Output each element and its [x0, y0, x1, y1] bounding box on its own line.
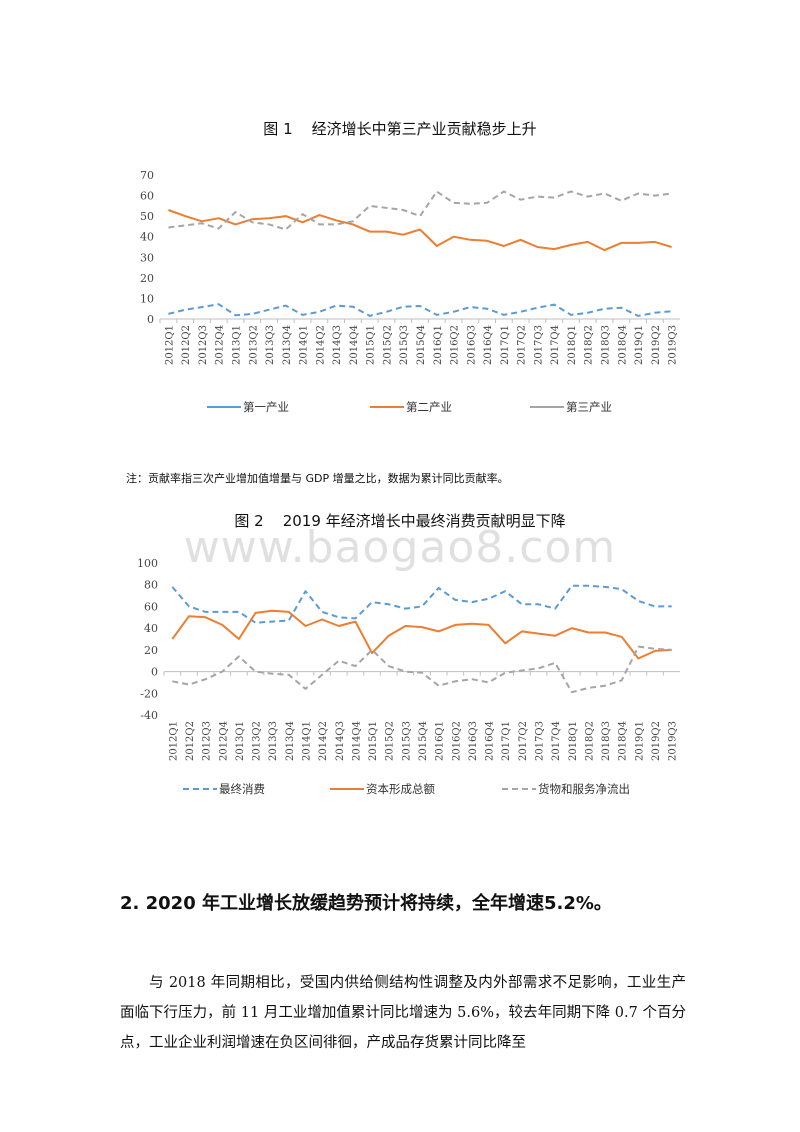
x-tick-label: 2013Q2 [248, 325, 259, 365]
x-tick-label: 2014Q4 [349, 325, 360, 365]
y-tick-label: 40 [144, 622, 158, 635]
figure-2-title: 图 2 2019 年经济增长中最终消费贡献明显下降 [234, 512, 566, 530]
x-tick-label: 2016Q1 [433, 325, 444, 365]
series-line-2 [171, 609, 672, 660]
y-tick-label: 60 [140, 190, 154, 203]
x-tick-label: 2019Q2 [651, 325, 662, 365]
x-tick-label: 2018Q4 [618, 721, 629, 761]
x-tick-label: 2012Q1 [168, 721, 179, 761]
x-tick-label: 2014Q2 [318, 721, 329, 761]
y-tick-label: 100 [137, 557, 158, 570]
x-tick-label: 2018Q1 [567, 325, 578, 365]
x-tick-label: 2012Q2 [181, 325, 192, 365]
x-tick-label: 2013Q3 [265, 325, 276, 365]
x-tick-label: 2016Q1 [435, 721, 446, 761]
x-tick-label: 2014Q1 [299, 325, 310, 365]
y-tick-label: 10 [140, 292, 154, 305]
x-tick-label: 2013Q1 [231, 325, 242, 365]
x-tick-label: 2016Q4 [485, 721, 496, 761]
x-tick-label: 2012Q2 [185, 721, 196, 761]
x-tick-label: 2014Q3 [332, 325, 343, 365]
legend-label-1: 最终消费 [219, 782, 265, 796]
x-tick-label: 2015Q2 [382, 325, 393, 365]
y-tick-label: 0 [151, 666, 158, 679]
y-tick-label: 20 [140, 272, 154, 285]
y-tick-label: 80 [144, 579, 158, 592]
y-tick-label: 60 [144, 600, 158, 613]
x-tick-label: 2012Q4 [215, 325, 226, 365]
x-tick-label: 2013Q1 [235, 721, 246, 761]
x-tick-label: 2015Q4 [418, 721, 429, 761]
x-tick-label: 2015Q1 [366, 325, 377, 365]
x-tick-label: 2019Q2 [651, 721, 662, 761]
x-tick-label: 2017Q4 [551, 721, 562, 761]
y-tick-label: -40 [140, 709, 158, 722]
x-tick-label: 2017Q3 [533, 325, 544, 365]
x-tick-label: 2019Q3 [668, 325, 679, 365]
x-tick-label: 2017Q2 [517, 325, 528, 365]
x-tick-label: 2019Q1 [634, 325, 645, 365]
body-paragraph: 与 2018 年同期相比，受国内供给侧结构性调整及内外部需求不足影响，工业生产面… [120, 975, 686, 1051]
y-tick-label: -20 [140, 687, 158, 700]
x-tick-label: 2018Q4 [617, 325, 628, 365]
x-tick-label: 2017Q1 [501, 721, 512, 761]
legend-label-3: 货物和服务净流出 [538, 782, 630, 796]
x-tick-label: 2014Q3 [335, 721, 346, 761]
x-tick-label: 2012Q1 [164, 325, 175, 365]
x-tick-label: 2014Q1 [301, 721, 312, 761]
x-tick-label: 2016Q2 [451, 721, 462, 761]
x-tick-label: 2018Q2 [584, 325, 595, 365]
x-tick-label: 2014Q4 [351, 721, 362, 761]
series-line-2 [168, 209, 672, 252]
figure-1-note: 注：贡献率指三次产业增加值增量与 GDP 增量之比，数据为累计同比贡献率。 [126, 472, 509, 485]
series-line-1 [171, 584, 672, 624]
legend-label-2: 第二产业 [406, 400, 452, 414]
x-tick-label: 2013Q4 [285, 721, 296, 761]
x-tick-label: 2018Q3 [601, 325, 612, 365]
x-tick-label: 2015Q3 [401, 721, 412, 761]
y-tick-label: 70 [140, 169, 154, 182]
x-tick-label: 2014Q2 [315, 325, 326, 365]
x-tick-label: 2017Q1 [500, 325, 511, 365]
x-tick-label: 2019Q1 [634, 721, 645, 761]
y-tick-label: 50 [140, 210, 154, 223]
x-tick-label: 2015Q2 [385, 721, 396, 761]
series-line-3 [172, 645, 672, 694]
legend-label-1: 第一产业 [243, 400, 289, 414]
x-tick-label: 2018Q1 [568, 721, 579, 761]
watermark: www.baogao8.com [183, 522, 617, 573]
legend-label-3: 第三产业 [566, 400, 612, 414]
x-tick-label: 2013Q3 [268, 721, 279, 761]
x-tick-label: 2012Q4 [218, 721, 229, 761]
x-tick-label: 2013Q2 [252, 721, 263, 761]
x-tick-label: 2017Q3 [535, 721, 546, 761]
x-tick-label: 2018Q3 [601, 721, 612, 761]
y-tick-label: 30 [140, 251, 154, 264]
legend-label-2: 资本形成总额 [366, 782, 435, 796]
figure-2-line-chart: -40 -20 0 20 40 60 80 100 2012Q1 2012Q2 2012Q3 2012… [137, 557, 680, 796]
x-tick-label: 2016Q3 [466, 325, 477, 365]
x-tick-label: 2015Q4 [416, 325, 427, 365]
series-line-1 [168, 303, 672, 317]
figure-1-line-chart: 0 10 20 30 40 50 60 70 2012Q1 2012Q2 2012Q3 2012Q4 2… [140, 169, 680, 414]
x-tick-label: 2018Q2 [584, 721, 595, 761]
x-tick-label: 2012Q3 [202, 721, 213, 761]
figure-1-title: 图 1 经济增长中第三产业贡献稳步上升 [263, 120, 537, 138]
x-tick-label: 2016Q3 [468, 721, 479, 761]
x-tick-label: 2019Q3 [668, 721, 679, 761]
y-tick-label: 20 [144, 644, 158, 657]
x-tick-label: 2013Q4 [282, 325, 293, 365]
x-tick-label: 2017Q4 [550, 325, 561, 365]
x-tick-label: 2016Q4 [483, 325, 494, 365]
y-tick-label: 0 [147, 313, 154, 326]
section-heading: 2. 2020 年工业增长放缓趋势预计将持续，全年增速5.2%。 [120, 893, 612, 914]
series-line-3 [168, 190, 672, 231]
x-tick-label: 2015Q3 [399, 325, 410, 365]
x-tick-label: 2012Q3 [198, 325, 209, 365]
x-tick-label: 2015Q1 [368, 721, 379, 761]
x-tick-label: 2016Q2 [450, 325, 461, 365]
y-tick-label: 40 [140, 231, 154, 244]
x-tick-label: 2017Q2 [518, 721, 529, 761]
